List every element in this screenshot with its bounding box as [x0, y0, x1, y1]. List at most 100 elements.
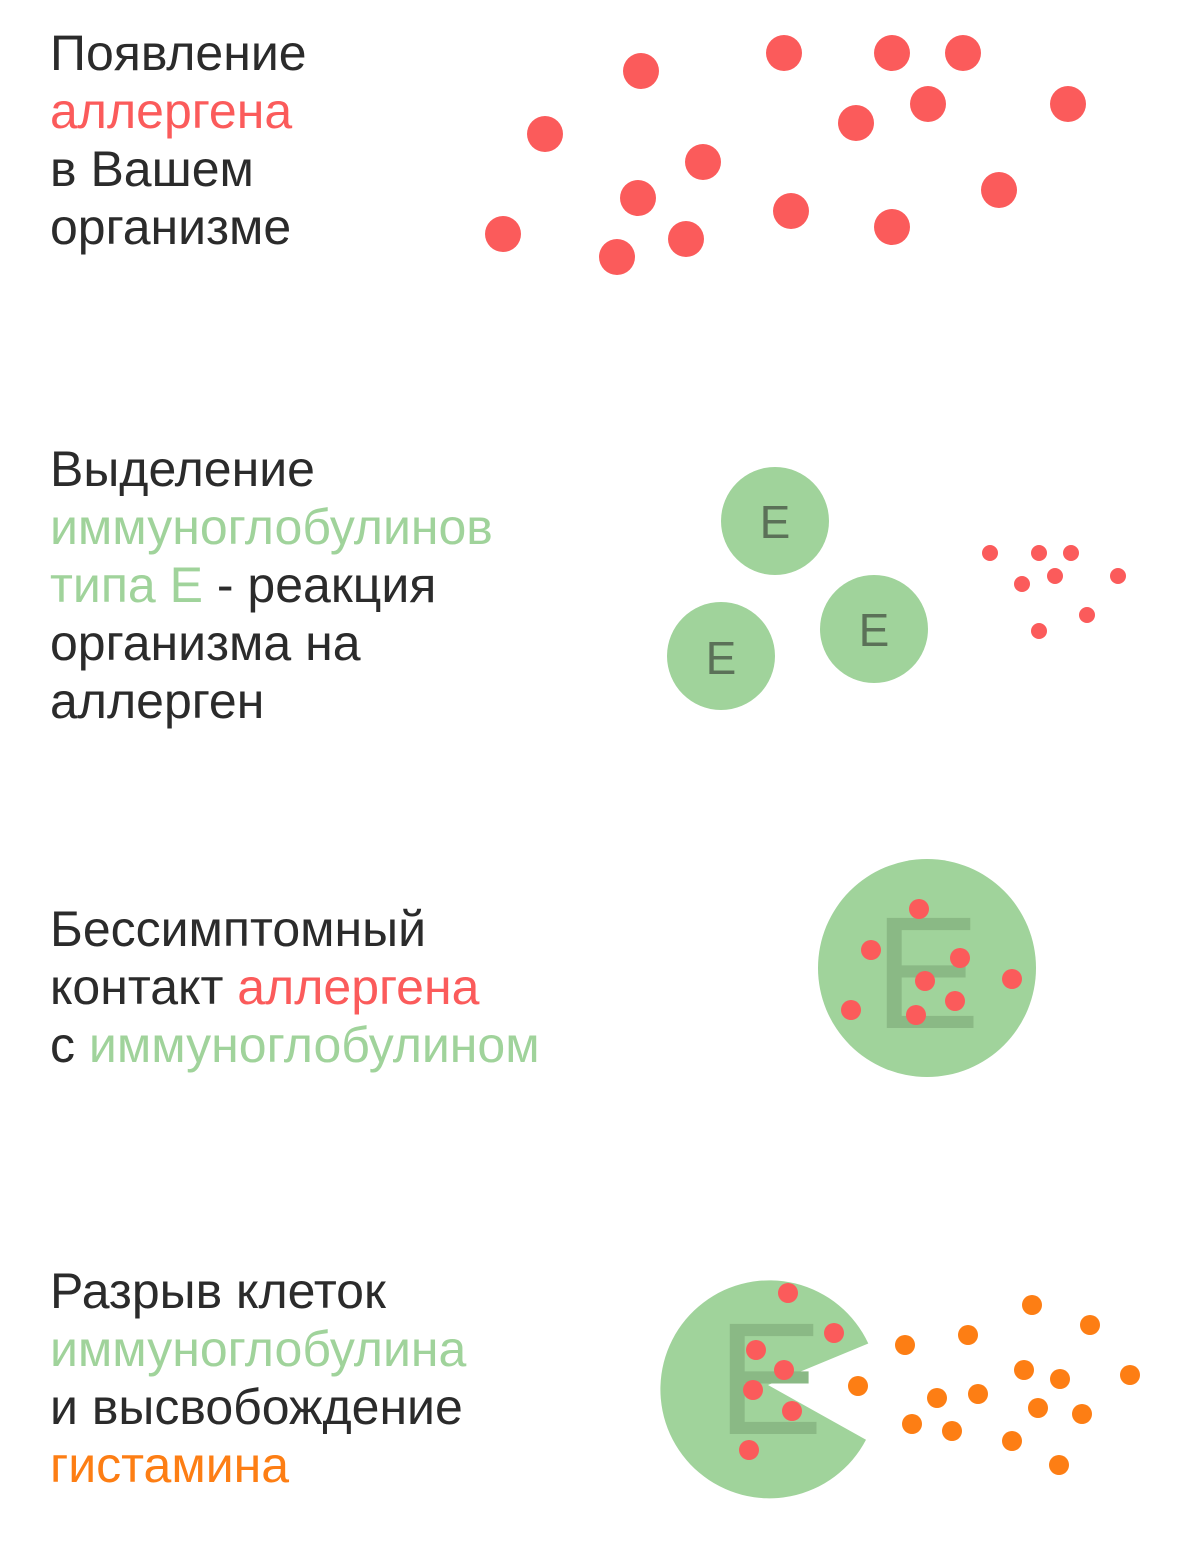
histamine-particle	[1072, 1404, 1092, 1424]
allergen-particle	[950, 948, 970, 968]
allergen-particle	[773, 193, 809, 229]
allergen-particle	[1031, 623, 1047, 639]
step-asymptomatic-contact: E Бессимптомный контакт аллергена с имму…	[0, 840, 1200, 1100]
allergen-particle	[1079, 607, 1095, 623]
caption-word: с	[50, 1017, 89, 1073]
caption-line: организме	[50, 198, 307, 256]
immunoglobulin-rupture: E	[660, 1280, 1140, 1499]
caption-line: контакт аллергена	[50, 958, 540, 1016]
caption-word: и высвобождение	[50, 1379, 463, 1435]
histamine-particle	[1022, 1295, 1042, 1315]
caption-word-immunoglobulin: иммуноглобулином	[88, 1017, 540, 1073]
cell-letter: E	[760, 496, 791, 548]
allergen-particle	[599, 239, 635, 275]
step-2-caption: Выделение иммуноглобулинов типа Е - реак…	[50, 440, 493, 730]
caption-line: Бессимптомный	[50, 900, 540, 958]
allergen-particle	[910, 86, 946, 122]
allergen-particle	[685, 144, 721, 180]
allergen-particle	[981, 172, 1017, 208]
caption-line: Выделение	[50, 440, 493, 498]
allergen-particle	[824, 1323, 844, 1343]
allergen-particle	[1047, 568, 1063, 584]
allergen-particle	[766, 35, 802, 71]
allergen-particle	[1050, 86, 1086, 122]
histamine-particle	[895, 1335, 915, 1355]
immunoglobulin-cell: E	[667, 602, 775, 710]
caption-word: аллерген	[50, 673, 265, 729]
immunoglobulin-contact: E	[818, 859, 1036, 1077]
caption-word: организма на	[50, 615, 361, 671]
histamine-particle	[1049, 1455, 1069, 1475]
immunoglobulin-cell: E	[721, 467, 829, 575]
caption-line: Разрыв клеток	[50, 1262, 466, 1320]
caption-word-allergen: аллергена	[237, 959, 480, 1015]
histamine-particle	[848, 1376, 868, 1396]
caption-line: с иммуноглобулином	[50, 1016, 540, 1074]
caption-word-immunoglobulins: иммуноглобулинов	[50, 499, 493, 555]
immunoglobulin-cells: E E E	[667, 467, 1126, 710]
histamine-particle	[968, 1384, 988, 1404]
allergen-particle	[746, 1340, 766, 1360]
allergen-particle	[945, 991, 965, 1011]
caption-word-histamine: гистамина	[50, 1437, 290, 1493]
cell-letter: E	[706, 632, 737, 684]
allergen-particle	[485, 216, 521, 252]
caption-word: контакт	[50, 959, 238, 1015]
allergen-particle	[909, 899, 929, 919]
step-cell-rupture: E Разрыв клеток иммуноглобулина и высвоб…	[0, 1240, 1200, 1540]
caption-word: - реакция	[202, 557, 437, 613]
allergen-particle	[915, 971, 935, 991]
histamine-particle	[958, 1325, 978, 1345]
caption-line: аллерген	[50, 672, 493, 730]
histamine-particle	[1080, 1315, 1100, 1335]
allergen-particle	[739, 1440, 759, 1460]
caption-line: аллергена	[50, 82, 307, 140]
caption-line: иммуноглобулинов	[50, 498, 493, 556]
cell-letter: E	[859, 604, 890, 656]
caption-word: организме	[50, 199, 292, 255]
caption-word: Появление	[50, 25, 307, 81]
histamine-particle	[1050, 1369, 1070, 1389]
allergen-particle	[774, 1360, 794, 1380]
allergen-particle	[668, 221, 704, 257]
allergen-particle	[743, 1380, 763, 1400]
allergen-particle	[1002, 969, 1022, 989]
caption-word: в Вашем	[50, 141, 254, 197]
caption-word-allergen: аллергена	[50, 83, 293, 139]
allergen-particle	[778, 1283, 798, 1303]
allergen-particle	[1031, 545, 1047, 561]
caption-word: Выделение	[50, 441, 315, 497]
step-immunoglobulin-release: E E E Выделение иммуноглобулинов типа Е …	[0, 420, 1200, 760]
ruptured-immunoglobulin-cell: E	[660, 1280, 869, 1499]
step-allergen-appearance: Появление аллергена в Вашем организме	[0, 0, 1200, 320]
allergen-particle	[623, 53, 659, 89]
histamine-particle	[1028, 1398, 1048, 1418]
allergen-particle	[982, 545, 998, 561]
caption-line: типа Е - реакция	[50, 556, 493, 614]
immunoglobulin-cell: E	[820, 575, 928, 683]
histamine-particle	[902, 1414, 922, 1434]
step-1-caption: Появление аллергена в Вашем организме	[50, 24, 307, 256]
allergen-particle	[861, 940, 881, 960]
allergen-particle	[841, 1000, 861, 1020]
caption-line: Появление	[50, 24, 307, 82]
allergen-particle	[906, 1005, 926, 1025]
histamine-particle	[927, 1388, 947, 1408]
immunoglobulin-cell: E	[818, 859, 1036, 1077]
histamine-particle	[1014, 1360, 1034, 1380]
allergen-particle	[874, 35, 910, 71]
step-3-caption: Бессимптомный контакт аллергена с иммуно…	[50, 900, 540, 1074]
allergen-particle	[1063, 545, 1079, 561]
caption-line: и высвобождение	[50, 1378, 466, 1436]
step-4-caption: Разрыв клеток иммуноглобулина и высвобож…	[50, 1262, 466, 1494]
allergen-particle	[945, 35, 981, 71]
cell-letter: E	[717, 1289, 824, 1468]
caption-word-type-e: типа Е	[50, 557, 203, 613]
histamine-particle	[1002, 1431, 1022, 1451]
histamine-particle	[1120, 1365, 1140, 1385]
histamine-particle	[942, 1421, 962, 1441]
allergen-particle	[1014, 576, 1030, 592]
caption-line: иммуноглобулина	[50, 1320, 466, 1378]
caption-line: организма на	[50, 614, 493, 672]
allergen-particle	[1110, 568, 1126, 584]
